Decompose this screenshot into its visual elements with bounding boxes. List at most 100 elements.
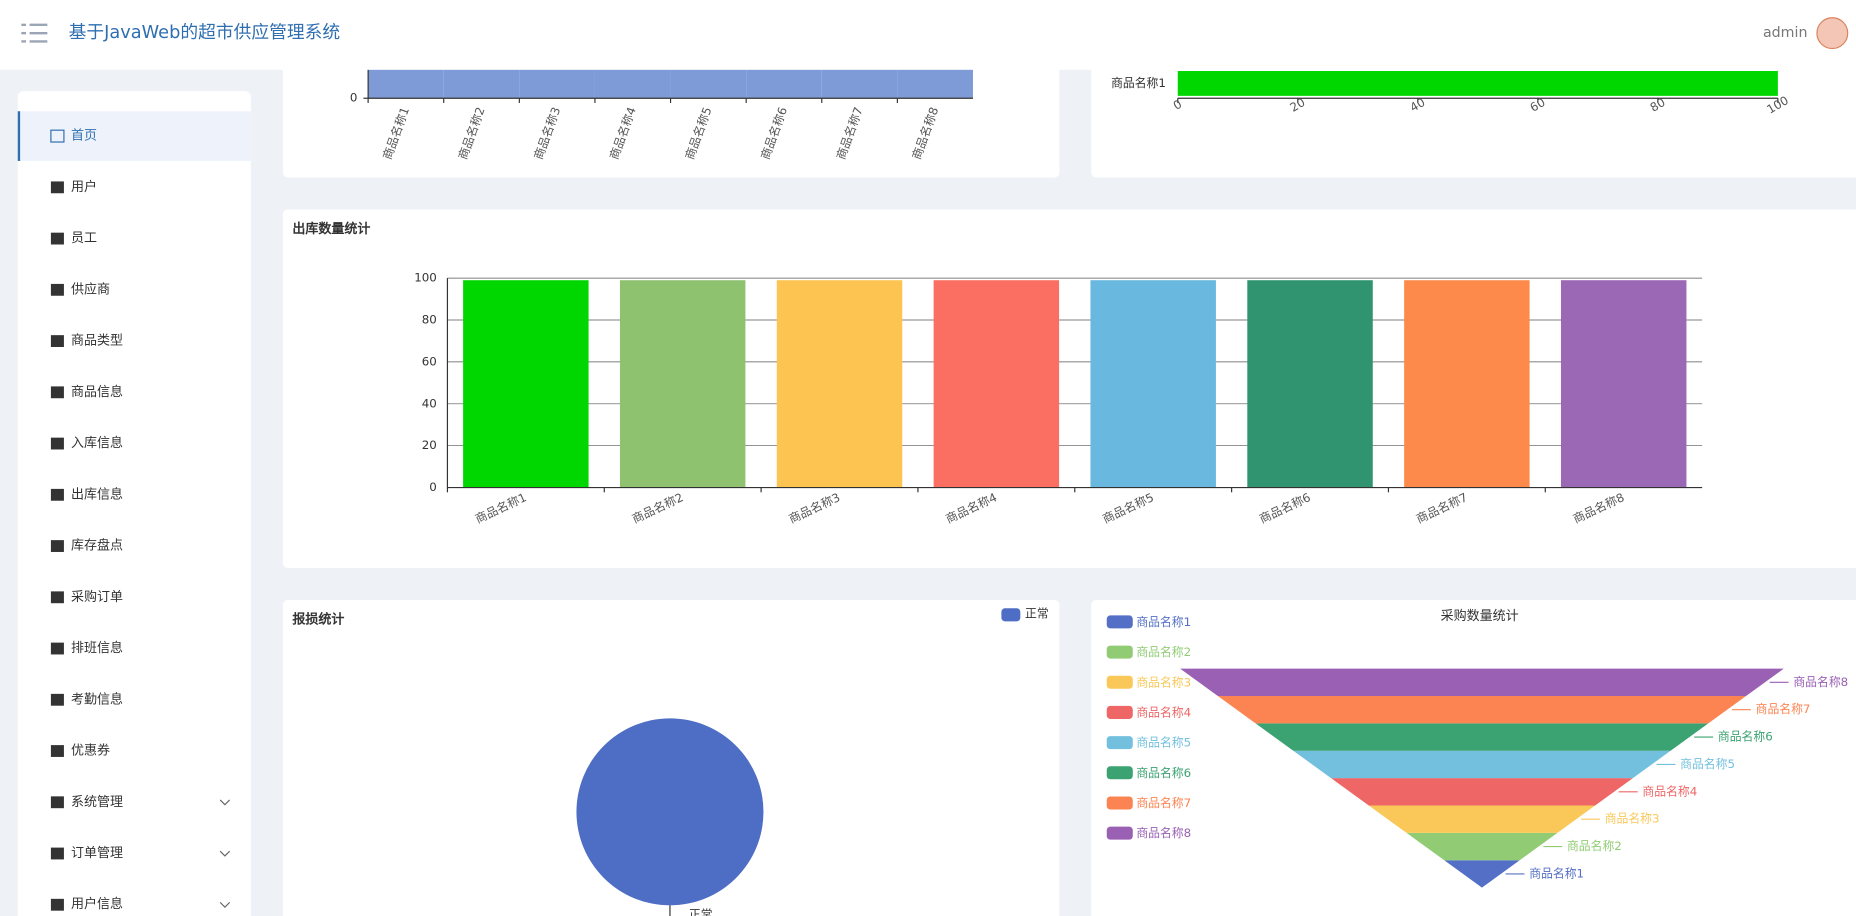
legend-swatch	[1001, 608, 1021, 622]
funnel-layer	[1406, 832, 1558, 861]
legend-swatch	[1106, 736, 1133, 750]
bar	[1090, 280, 1216, 488]
legend-label: 商品名称8	[1136, 826, 1191, 840]
header	[0, 0, 1856, 70]
menu-icon	[50, 386, 64, 399]
chart-title: 出库数量统计	[292, 221, 370, 237]
y-tick-label: 40	[422, 396, 437, 410]
funnel-layer	[1368, 805, 1596, 833]
menu-item[interactable]: 首页	[71, 129, 97, 144]
y-tick-label: 100	[414, 271, 437, 285]
bar	[776, 280, 903, 488]
funnel-layer	[1331, 778, 1633, 806]
pie-slice	[576, 718, 764, 906]
menu-active-bar	[17, 111, 21, 161]
legend-label: 商品名称7	[1136, 796, 1191, 810]
avatar[interactable]	[1816, 17, 1849, 50]
funnel-label: 商品名称6	[1718, 730, 1773, 744]
funnel-layer	[1180, 668, 1784, 697]
funnel-layer	[1444, 860, 1520, 888]
x-tick-label: 40	[1408, 95, 1428, 115]
legend-label: 商品名称3	[1136, 675, 1191, 689]
menu-icon	[50, 437, 64, 450]
menu-icon	[50, 181, 64, 194]
menu-item[interactable]: 入库信息	[71, 435, 123, 451]
menu-icon	[50, 642, 64, 655]
menu-icon	[50, 591, 64, 604]
menu-item[interactable]: 用户信息	[71, 896, 123, 912]
menu-icon	[50, 335, 64, 347]
menu-item[interactable]: 商品信息	[71, 384, 123, 400]
x-tick-label: 20	[1288, 95, 1308, 115]
bar	[1404, 280, 1530, 488]
legend-label: 商品名称5	[1136, 736, 1191, 750]
menu-item[interactable]: 采购订单	[71, 589, 123, 605]
bar	[1177, 71, 1778, 96]
funnel-label: 商品名称5	[1680, 757, 1735, 771]
menu-item[interactable]: 库存盘点	[71, 538, 123, 554]
menu-item[interactable]: 用户	[71, 179, 97, 195]
funnel-label: 商品名称4	[1642, 784, 1697, 798]
funnel-label: 商品名称7	[1756, 702, 1811, 716]
menu-icon	[50, 540, 64, 552]
bar	[619, 280, 746, 488]
menu-active-bg	[17, 111, 251, 161]
menu-icon	[50, 283, 64, 296]
legend-swatch	[1106, 826, 1133, 840]
y-tick-label: 商品名称1	[1111, 76, 1166, 90]
y-tick-label: 0	[429, 480, 437, 494]
bar	[1560, 280, 1687, 488]
y-tick-label: 20	[422, 438, 437, 452]
menu-item[interactable]: 订单管理	[71, 846, 123, 861]
menu-item[interactable]: 员工	[71, 231, 97, 246]
y-tick-label: 0	[350, 91, 358, 105]
legend-label: 商品名称1	[1136, 615, 1191, 629]
app-title: 基于JavaWeb的超市供应管理系统	[69, 22, 340, 43]
legend-swatch	[1106, 796, 1133, 810]
chevron	[219, 799, 231, 806]
funnel-label: 商品名称2	[1567, 839, 1622, 853]
legend-swatch	[1106, 615, 1133, 629]
chart-title: 采购数量统计	[1441, 608, 1519, 624]
menu-item[interactable]: 供应商	[71, 281, 110, 297]
legend-swatch	[1106, 705, 1133, 719]
chevron	[219, 850, 231, 857]
user-name[interactable]: admin	[1763, 25, 1807, 41]
y-tick-label: 60	[422, 354, 437, 368]
funnel-label: 商品名称3	[1605, 812, 1660, 826]
menu-item[interactable]: 系统管理	[71, 795, 123, 810]
legend-label: 商品名称2	[1136, 645, 1191, 659]
funnel-layer	[1217, 696, 1747, 724]
legend-label: 正常	[1025, 607, 1049, 621]
menu-item[interactable]: 商品类型	[71, 334, 123, 349]
menu-icon	[50, 693, 64, 706]
legend-swatch	[1106, 645, 1133, 659]
bar	[1247, 280, 1373, 488]
menu-icon	[50, 232, 64, 245]
sidebar	[17, 91, 251, 916]
legend-swatch	[1106, 766, 1133, 780]
funnel-label: 商品名称1	[1529, 866, 1584, 880]
menu-icon	[50, 796, 64, 809]
menu-icon	[50, 847, 64, 860]
funnel-layer	[1255, 723, 1709, 751]
funnel-label: 商品名称8	[1793, 675, 1848, 689]
x-tick-label: 60	[1528, 95, 1548, 115]
menu-item[interactable]: 出库信息	[71, 486, 123, 502]
menu-item[interactable]: 排班信息	[71, 640, 123, 656]
menu-item[interactable]: 优惠券	[71, 743, 110, 759]
chart-title: 报损统计	[292, 612, 344, 628]
menu-icon	[50, 745, 64, 757]
x-tick-label: 80	[1648, 95, 1668, 115]
chevron	[219, 901, 231, 908]
menu-item[interactable]: 考勤信息	[71, 691, 123, 707]
bar	[463, 280, 589, 488]
legend-swatch	[1106, 675, 1133, 689]
menu-icon	[50, 898, 64, 911]
y-tick-label: 80	[422, 313, 437, 327]
legend-label: 商品名称6	[1136, 766, 1191, 780]
funnel-layer	[1293, 750, 1671, 779]
legend-label: 商品名称4	[1136, 706, 1191, 720]
